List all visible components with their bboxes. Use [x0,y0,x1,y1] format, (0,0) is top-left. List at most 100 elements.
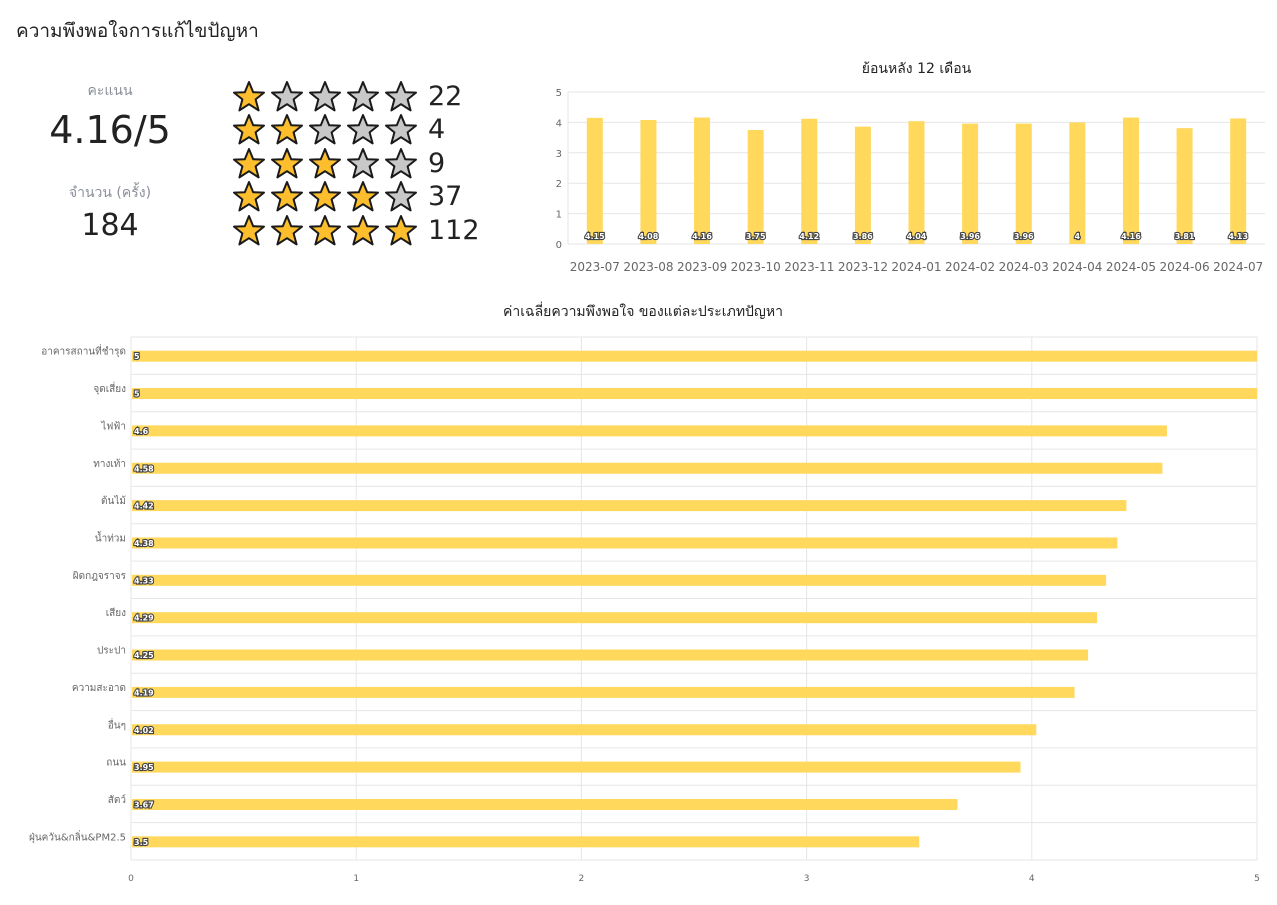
bar [854,126,871,244]
data-label: 4.13 [1228,232,1248,241]
y-category-label: ทางเท้า [93,458,126,470]
star-empty-icon [346,113,380,147]
rating-row-4-star: 37 [232,180,462,213]
star-filled-icon [308,214,342,248]
count-label: จำนวน (ครั้ง) [68,185,152,201]
rating-count: 112 [428,215,480,246]
bar [132,350,1257,362]
bar [586,117,603,244]
y-tick-label: 0 [556,240,562,251]
bar [132,836,920,848]
data-label: 4.16 [692,232,712,241]
y-category-label: ฝุ่นควัน&กลิ่น&PM2.5 [29,829,126,843]
page-title: ความพึงพอใจการแก้ไขปัญหา [16,20,259,42]
data-label: 4.08 [639,232,659,241]
rating-row-3-star: 9 [232,147,445,180]
x-tick-label: 2023-09 [677,260,727,274]
bar [1122,117,1139,244]
data-label: 3.96 [1014,232,1034,241]
bar [962,123,979,244]
bar [801,118,818,244]
y-category-label: ถนน [106,758,126,769]
star-filled-icon [270,214,304,248]
x-tick-label: 0 [128,874,134,884]
y-category-label: อื่นๆ [108,717,126,731]
star-filled-icon [232,180,266,214]
star-filled-icon [346,180,380,214]
y-category-label: ต้นไม้ [101,495,126,507]
star-filled-icon [270,147,304,181]
x-tick-label: 4 [1029,874,1035,884]
star-filled-icon [232,80,266,114]
data-label: 4 [1075,232,1081,241]
y-category-label: ไฟฟ้า [100,420,126,432]
star-filled-icon [308,180,342,214]
bar [132,388,1257,400]
x-tick-label: 2023-11 [784,260,834,274]
data-label: 4.02 [134,726,154,735]
y-category-label: ผิดกฎจราจร [73,571,127,582]
x-tick-label: 3 [804,874,810,884]
y-tick-label: 2 [556,179,562,190]
rating-count: 4 [428,114,446,145]
data-label: 5 [134,352,140,361]
y-tick-label: 1 [556,210,562,221]
bar [694,117,711,244]
bar [908,121,925,244]
x-tick-label: 2024-07 [1213,260,1263,274]
data-label: 3.96 [960,232,980,241]
star-empty-icon [346,80,380,114]
bar [132,425,1167,437]
data-label: 3.67 [134,800,154,809]
data-label: 4.29 [134,614,154,623]
data-label: 3.95 [134,763,154,772]
star-filled-icon [270,113,304,147]
bar [132,686,1075,698]
chart-title: ค่าเฉลี่ยความพึงพอใจ ของแต่ละประเภทปัญหา [503,302,783,320]
star-empty-icon [308,113,342,147]
data-label: 5 [134,390,140,399]
bar [132,724,1037,736]
data-label: 4.12 [799,232,819,241]
bar [1176,128,1193,244]
chart-title: ย้อนหลัง 12 เดือน [862,61,972,77]
bar [1015,123,1032,244]
x-tick-label: 2024-01 [891,260,941,274]
y-category-label: ความสะอาด [72,683,126,694]
score-label: คะแนน [87,83,133,99]
x-tick-label: 2024-03 [999,260,1049,274]
star-filled-icon [270,180,304,214]
bar [1069,122,1086,244]
rating-count: 22 [428,81,463,112]
star-empty-icon [384,180,418,214]
data-label: 4.25 [134,651,154,660]
star-empty-icon [384,80,418,114]
bar [132,761,1021,773]
y-category-label: อาคารสถานที่ชำรุด [41,344,126,358]
star-empty-icon [384,113,418,147]
star-empty-icon [346,147,380,181]
bar [1230,118,1247,244]
data-label: 4.6 [134,427,149,436]
monthly-satisfaction-chart: ย้อนหลัง 12 เดือน 0 1 2 3 4 5 4.15 2023-07 4.08 20… [556,61,1265,274]
star-empty-icon [270,80,304,114]
rating-row-1-star: 22 [232,80,462,113]
count-value: 184 [81,208,139,243]
data-label: 4.58 [134,464,154,473]
data-label: 4.16 [1121,232,1141,241]
star-empty-icon [308,80,342,114]
data-label: 4.19 [134,688,154,697]
y-category-label: น้ำท่วม [95,530,126,544]
y-category-label: สัตว์ [108,794,126,806]
rating-row-5-star: 112 [232,214,480,247]
y-tick-label: 5 [556,88,562,99]
x-tick-label: 2024-04 [1052,260,1102,274]
star-filled-icon [346,214,380,248]
data-label: 4.04 [907,232,927,241]
bar [132,798,958,810]
x-tick-label: 2024-05 [1106,260,1156,274]
star-filled-icon [308,147,342,181]
x-tick-label: 2023-10 [731,260,781,274]
bar [132,574,1107,586]
rating-count: 37 [428,181,463,212]
